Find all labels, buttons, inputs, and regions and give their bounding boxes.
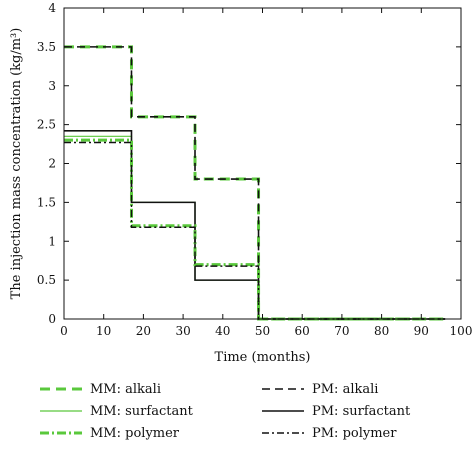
y-tick-label-1: 1 [48,234,56,248]
series-line-mm-polymer [64,138,446,321]
legend-label-mm-polymer: MM: polymer [90,426,180,441]
y-tick-label-1.5: 1.5 [37,195,56,209]
legend-label-pm-polymer: PM: polymer [312,426,397,441]
x-tick-label-80: 80 [374,324,389,338]
series-line-pm-surfactant [64,130,446,320]
x-tick-label-10: 10 [96,324,111,338]
series-line-mm-surfactant [64,135,446,320]
legend-label-mm-alkali: MM: alkali [90,382,161,397]
series-line-pm-polymer [64,141,446,320]
x-tick-label-100: 100 [450,324,473,338]
tick-layer: 0 10 20 30 40 50 60 70 80 90 100 0 0.5 1 1.5 2 2.5 3 3.5 4 [37,1,473,338]
legend-label-pm-alkali: PM: alkali [312,382,378,397]
x-tick-label-30: 30 [175,324,190,338]
x-tick-label-40: 40 [215,324,230,338]
plot-frame [63,7,462,320]
y-tick-label-2: 2 [48,157,56,171]
legend-label-pm-surfactant: PM: surfactant [312,404,411,419]
x-tick-label-90: 90 [414,324,429,338]
y-axis-label: The injection mass concentration (kg/m³) [9,28,24,300]
x-tick-label-70: 70 [334,324,349,338]
y-tick-label-0.5: 0.5 [37,273,56,287]
x-tick-label-60: 60 [295,324,310,338]
legend-label-mm-surfactant: MM: surfactant [90,404,194,419]
series-line-pm-alkali [64,46,446,320]
series-layer [64,45,446,321]
y-tick-label-0: 0 [48,312,56,326]
y-tick-label-2.5: 2.5 [37,118,56,132]
y-tick-label-3.5: 3.5 [37,40,56,54]
legend: MM: alkali PM: alkali MM: surfactant PM: su… [40,382,411,441]
y-tick-label-4: 4 [48,1,56,15]
x-tick-label-0: 0 [60,324,68,338]
y-tick-label-3: 3 [48,79,56,93]
x-axis-label: Time (months) [215,350,311,365]
x-tick-label-50: 50 [255,324,270,338]
series-line-mm-alkali [64,45,446,321]
x-tick-label-20: 20 [136,324,151,338]
